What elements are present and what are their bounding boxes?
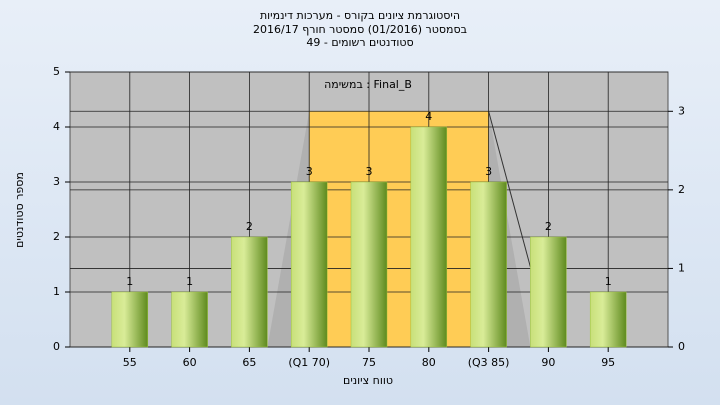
data-label: 1 <box>186 275 193 288</box>
y-tick-label: 0 <box>53 340 60 353</box>
data-label: 1 <box>126 275 133 288</box>
x-tick-label: 95 <box>601 356 615 369</box>
bar <box>111 291 149 348</box>
y-tick-label: 4 <box>53 120 60 133</box>
x-axis-label: טווח ציונים <box>343 374 393 387</box>
y-axis-label: מספר סטודנטים <box>13 172 26 248</box>
y2-tick-label: 0 <box>678 340 685 353</box>
bar <box>410 126 448 348</box>
x-tick-label: 55 <box>123 356 137 369</box>
data-label: 4 <box>425 110 432 123</box>
chart-title: היסטוגרמת ציונים בקורס - מערכות דינמיות <box>260 9 460 22</box>
x-tick-label: 65 <box>242 356 256 369</box>
bar <box>231 236 268 348</box>
bar <box>171 291 208 348</box>
x-tick-label: (Q1 70) <box>288 356 330 369</box>
data-label: 2 <box>246 220 253 233</box>
data-label: 3 <box>485 165 492 178</box>
quartile-box <box>309 111 489 348</box>
x-tick-label: 60 <box>183 356 197 369</box>
x-tick-label: 75 <box>362 356 376 369</box>
whisker <box>488 111 531 268</box>
bar <box>530 236 567 348</box>
data-label: 3 <box>366 165 373 178</box>
y-tick-label: 5 <box>53 65 60 78</box>
x-tick-label: 80 <box>422 356 436 369</box>
x-tick-label: 90 <box>541 356 555 369</box>
bar <box>350 181 388 348</box>
y-tick-label: 3 <box>53 175 60 188</box>
annotation: Final_B : במשימה <box>324 78 412 91</box>
x-tick-label: (Q3 85) <box>468 356 510 369</box>
chart-subtitle: סטודנטים רשומים - 49 <box>306 36 413 49</box>
bar <box>470 181 507 348</box>
y2-tick-label: 3 <box>678 104 685 117</box>
y2-tick-label: 2 <box>678 183 685 196</box>
bar <box>589 291 627 348</box>
bar <box>290 181 328 348</box>
data-label: 3 <box>306 165 313 178</box>
y-tick-label: 1 <box>53 285 60 298</box>
y2-tick-label: 1 <box>678 261 685 274</box>
data-label: 1 <box>605 275 612 288</box>
data-label: 2 <box>545 220 552 233</box>
y-tick-label: 2 <box>53 230 60 243</box>
chart-subtitle: בסמסטר (01/2016) סמסטר חורף 2016/17 <box>253 23 467 36</box>
